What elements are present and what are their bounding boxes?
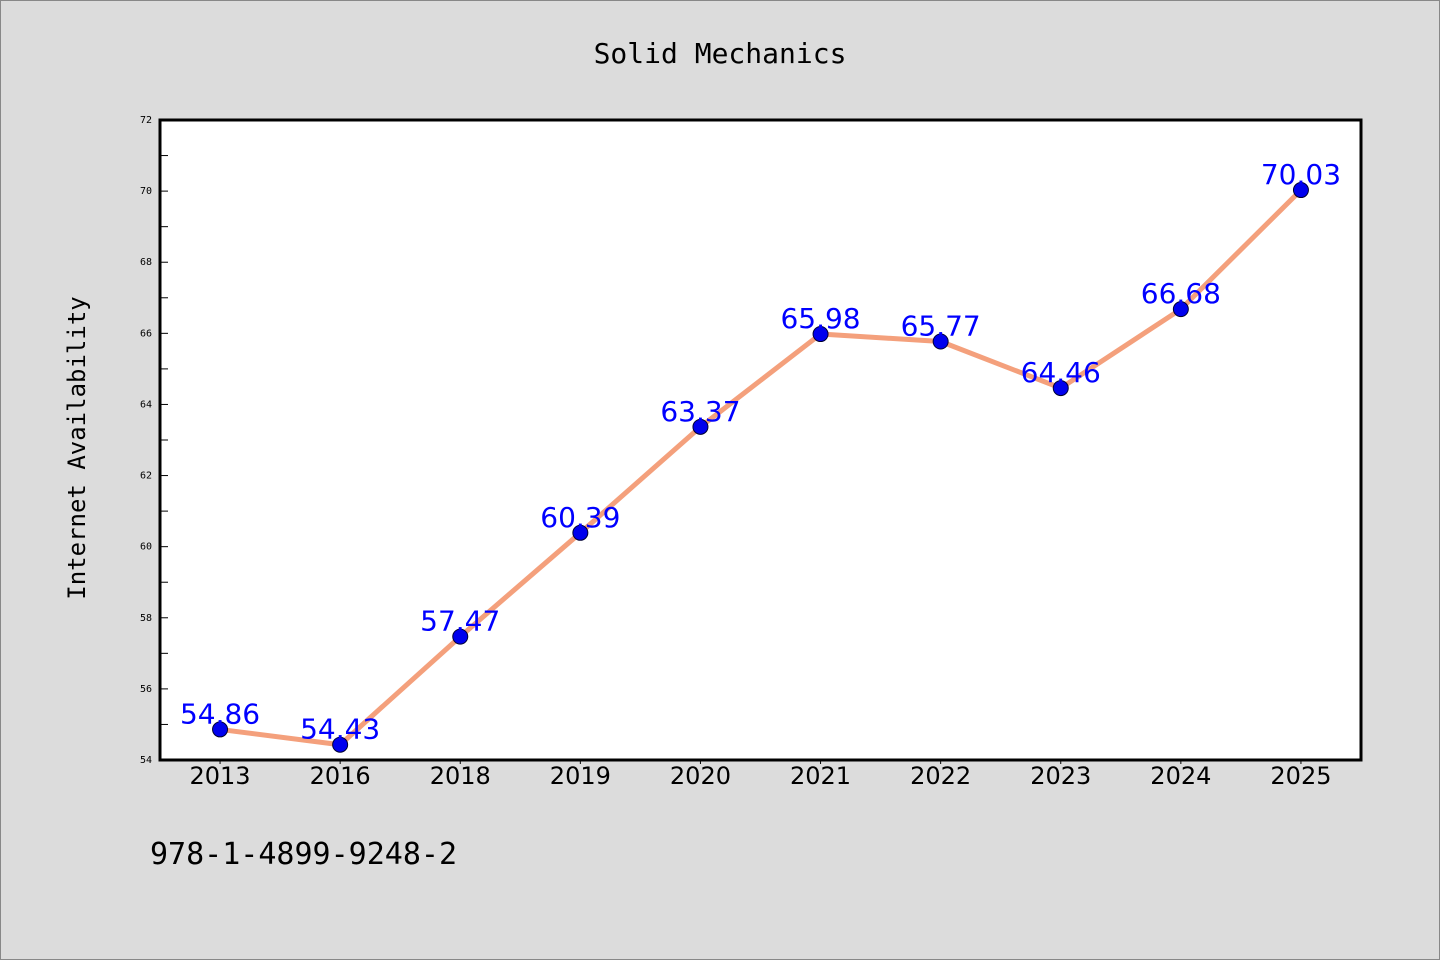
y-axis-label: Internet Availability [63,296,91,599]
x-tick-label: 2019 [550,762,611,790]
x-tick-label: 2022 [910,762,971,790]
isbn-text: 978-1-4899-9248-2 [150,837,457,872]
data-label: 64.46 [1021,356,1101,389]
y-tick-label: 64 [140,399,152,410]
data-label: 54.43 [300,713,380,746]
data-label: 57.47 [420,605,500,638]
plot-area [160,120,1361,760]
series-layer: 54.86 54.43 57.47 60.39 63.37 65.98 65.77 64.46… [180,158,1341,753]
data-point [1292,182,1309,199]
plot-frame [158,118,1363,762]
y-tick-label: 70 [140,186,152,197]
data-point [932,333,949,350]
x-tick-label: 2021 [790,762,851,790]
data-label: 65.77 [901,310,981,343]
data-point [812,326,829,343]
data-label: 63.37 [660,395,740,428]
x-tick-label: 2024 [1150,762,1211,790]
y-tick-label: 66 [140,328,152,339]
x-tick-label: 2016 [310,762,371,790]
y-tick-label: 68 [140,257,152,268]
data-point [572,524,589,541]
y-tick-label: 62 [140,471,152,482]
data-point [692,418,709,435]
x-tick-label: 2023 [1030,762,1091,790]
x-tick-label: 2018 [430,762,491,790]
data-point [212,721,229,738]
data-point [452,628,469,645]
data-label: 65.98 [780,302,860,335]
data-label: 66.68 [1141,277,1221,310]
series-line [217,187,1304,748]
x-axis: 2013 2016 2018 2019 2020 2021 2022 2023 2024 2025 [190,760,1331,790]
data-label: 60.39 [540,501,620,534]
y-tick-label: 60 [140,542,152,553]
data-label: 54.86 [180,697,260,730]
data-point [332,736,349,753]
y-tick-label: 58 [140,613,152,624]
x-tick-label: 2013 [190,762,251,790]
data-label: 70.03 [1261,158,1341,191]
y-tick-label: 72 [140,115,152,126]
data-point [1052,380,1069,397]
data-point [1172,301,1189,318]
x-tick-label: 2025 [1270,762,1331,790]
y-tick-label: 56 [140,684,152,695]
y-tick-label: 54 [140,755,152,766]
x-tick-label: 2020 [670,762,731,790]
chart-title: Solid Mechanics [594,37,847,70]
